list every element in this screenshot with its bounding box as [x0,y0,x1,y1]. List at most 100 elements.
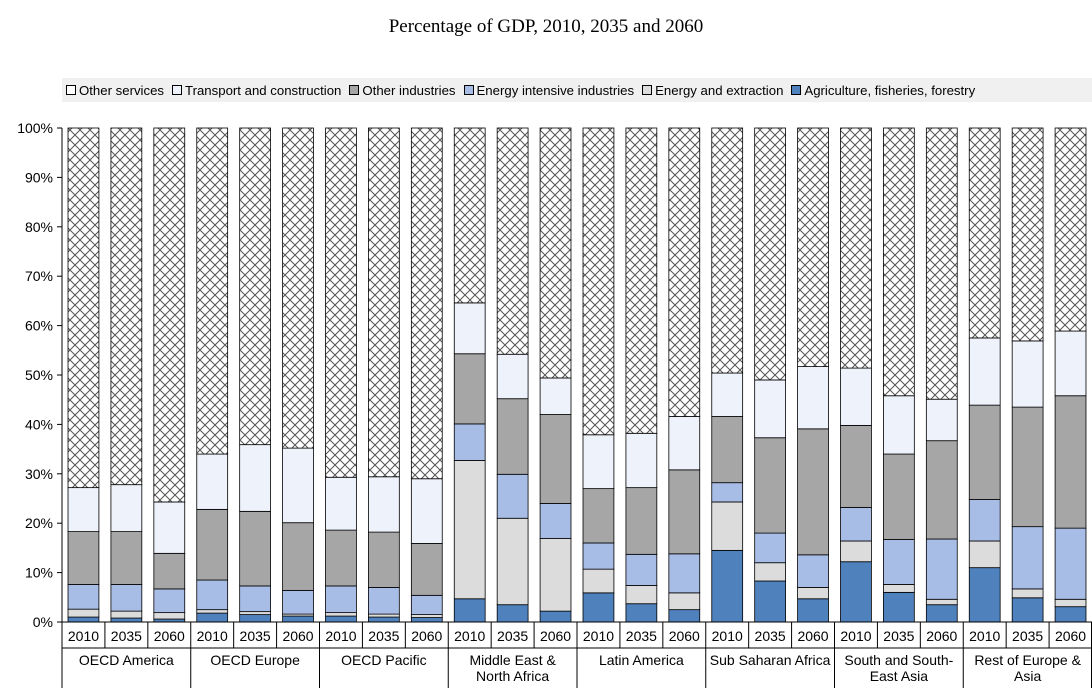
bar-segment-transport-and-construction [840,367,872,426]
bar-segment-other-industries [668,469,701,555]
bar-segment-energy-intensive-industries [968,499,1001,542]
bar-segment-agriculture-fisheries-forestry [797,598,829,623]
bar-segment-energy-and-extraction [925,598,958,606]
bar-segment-energy-intensive-industries [368,587,400,615]
y-tick-label: 60% [25,318,53,334]
bar-segment-transport-and-construction [711,372,744,417]
bar-segment-energy-and-extraction [1054,598,1087,608]
legend: Other services Transport and construction… [62,78,1092,102]
group-label: Rest of Europe & [974,652,1081,668]
bar-segment-agriculture-fisheries-forestry [410,617,443,623]
bar-segment-other-services [153,127,186,503]
bar-segment-energy-intensive-industries [282,589,314,615]
bar-segment-energy-and-extraction [453,460,486,600]
bar-segment-transport-and-construction [925,398,958,442]
bar-segment-energy-and-extraction [625,585,658,605]
year-label: 2060 [282,628,313,644]
year-label: 2035 [497,628,528,644]
bar-segment-other-industries [925,440,958,540]
legend-swatch-agriculture-fisheries-forestry [791,85,802,95]
year-label: 2035 [883,628,914,644]
bar-segment-transport-and-construction [67,487,100,532]
bar-segment-energy-and-extraction [325,612,357,617]
legend-swatch-energy-intensive-industries [463,85,474,95]
bar-segment-energy-intensive-industries [453,423,486,461]
year-label: 2035 [111,628,142,644]
bar-segment-energy-intensive-industries [153,588,186,614]
bar-segment-transport-and-construction [668,416,701,471]
bar-segment-agriculture-fisheries-forestry [539,610,572,623]
year-label: 2035 [626,628,657,644]
bar-segment-other-services [968,127,1001,339]
group-label: Latin America [599,652,684,668]
bar-segment-transport-and-construction [325,476,357,531]
legend-label: Energy intensive industries [476,82,635,98]
legend-swatch-energy-and-extraction [642,85,653,95]
year-label: 2060 [1055,628,1086,644]
bar-segment-other-industries [711,416,744,484]
bar-segment-agriculture-fisheries-forestry [668,609,701,623]
bar-segment-other-industries [797,428,829,556]
y-tick-label: 100% [17,120,53,136]
bar-segment-other-services [754,127,786,381]
bar-segment-energy-intensive-industries [67,584,100,610]
legend-item-other-services: Other services [66,83,164,98]
bar-segment-agriculture-fisheries-forestry [968,567,1001,623]
legend-label: Energy and extraction [655,82,784,98]
bar-segment-agriculture-fisheries-forestry [368,616,400,623]
bar-segment-other-services [625,127,658,434]
year-label: 2060 [797,628,828,644]
bar-segment-other-industries [67,531,100,585]
year-label: 2060 [540,628,571,644]
bar-segment-energy-intensive-industries [668,553,701,594]
legend-label: Transport and construction [185,82,342,98]
bar-segment-other-industries [110,531,143,585]
bar-segment-agriculture-fisheries-forestry [754,580,786,623]
year-label: 2010 [840,628,871,644]
y-tick-label: 20% [25,515,53,531]
bar-segment-energy-intensive-industries [539,503,572,539]
bar-segment-transport-and-construction [968,337,1001,406]
bar-segment-transport-and-construction [196,453,229,510]
group-label: South and South- [844,652,953,668]
bar-segment-transport-and-construction [453,302,486,355]
year-label: 2010 [454,628,485,644]
y-tick-label: 40% [25,416,53,432]
bar-segment-other-services [883,127,915,397]
bar-segment-agriculture-fisheries-forestry [925,604,958,623]
bar-segment-energy-intensive-industries [754,532,786,564]
bar-segment-other-industries [153,552,186,590]
y-tick-label: 50% [25,367,53,383]
group-label: OECD Europe [210,652,300,668]
year-label: 2010 [197,628,228,644]
bar-segment-agriculture-fisheries-forestry [239,614,271,623]
legend-label: Agriculture, fisheries, forestry [804,82,976,98]
bar-segment-agriculture-fisheries-forestry [625,603,658,623]
bar-segment-energy-intensive-industries [797,554,829,588]
legend-item-energy-and-extraction: Energy and extraction [642,83,783,98]
year-label: 2060 [411,628,442,644]
bar-segment-energy-and-extraction [582,568,615,594]
bar-segment-other-industries [282,522,314,591]
bar-segment-energy-intensive-industries [883,539,915,585]
year-label: 2060 [669,628,700,644]
bar-segment-other-industries [410,543,443,596]
bar-segment-other-services [668,127,701,417]
bar-segment-agriculture-fisheries-forestry [67,616,100,623]
bar-segment-energy-and-extraction [754,562,786,582]
bar-segment-transport-and-construction [797,366,829,430]
bar-segment-energy-and-extraction [883,584,915,593]
bar-segment-energy-and-extraction [539,538,572,612]
bar-segment-transport-and-construction [582,434,615,490]
bar-segment-other-services [840,127,872,369]
bar-segment-agriculture-fisheries-forestry [1054,606,1087,623]
legend-swatch-other-services [66,85,76,95]
year-label: 2010 [583,628,614,644]
bar-segment-energy-intensive-industries [925,538,958,600]
bar-segment-agriculture-fisheries-forestry [453,598,486,623]
bar-segment-energy-and-extraction [668,592,701,611]
year-label: 2010 [325,628,356,644]
bar-segment-other-services [711,127,744,374]
y-tick-label: 10% [25,565,53,581]
